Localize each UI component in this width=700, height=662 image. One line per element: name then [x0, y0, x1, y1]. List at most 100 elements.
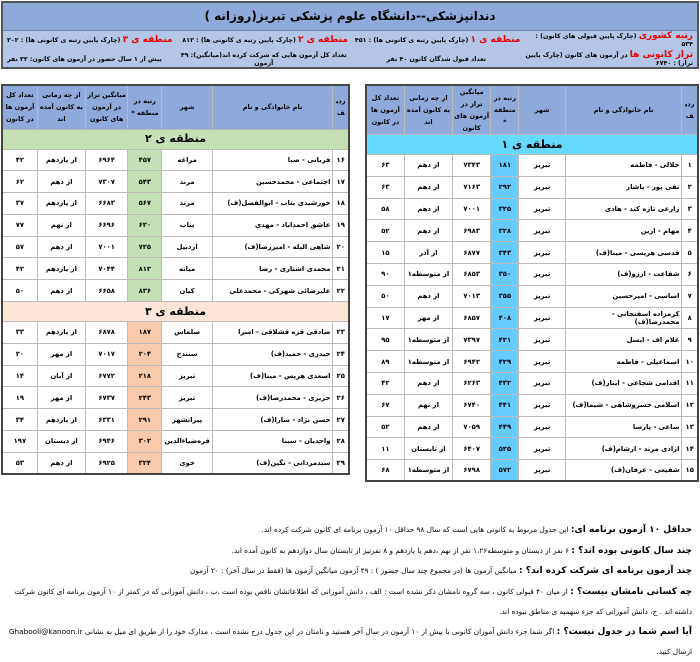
avg-score: ۷۱۶۳ — [452, 175, 492, 199]
info-accepted: تعداد قبول شدگان کانون ۴۰ نفر — [386, 55, 486, 63]
exam-count: ۵۲ — [365, 415, 405, 439]
region-rank: ۴۰۸ — [490, 306, 520, 330]
region-rank: ۳۲۴ — [127, 451, 163, 475]
region3-title: منطقه ی ۳ — [1, 301, 350, 323]
avg-score: ۶۷۷۲ — [85, 364, 129, 388]
info-national-rank: رتبه کشوری (چارک پایین قبولی های کانون) … — [535, 31, 693, 49]
avg-score: ۷۰۱۳ — [452, 284, 492, 308]
exam-count: ۵۷ — [1, 235, 38, 259]
student-name: شفاعت - ارزو(ف) — [564, 262, 683, 286]
student-name: ازادی مرند - ارشام(ف) — [564, 437, 683, 461]
student-name: کرمزاده اسفنجانی - محمدرضا(ف) — [564, 306, 683, 330]
region1-table: ردیف نام خانوادگی و نام شهر رتبه در منطقه *… — [365, 84, 699, 483]
table-row: ۱۴ ازادی مرند - ارشام(ف) تبریز ۵۲۵ ۶۴۰۷ از تا… — [365, 437, 699, 461]
region-rank: ۵۲۵ — [490, 437, 520, 461]
info-region1: منطقه ی ۱ (چارک پایین رتبه ی کانونی ها) … — [354, 35, 521, 45]
city: سلماس — [161, 321, 213, 344]
city: بناب — [161, 213, 213, 237]
footer-answer: میانگین آزمون ها (در مجموع چند سال حضور … — [190, 566, 519, 575]
row-number: ۱۴ — [681, 437, 699, 461]
city: میانه — [161, 257, 213, 281]
footer-note: چه کسانی نامشان نیست؟ : از میان ۴۰ قبولی… — [2, 582, 692, 622]
avg-score: ۶۸۵۷ — [452, 306, 492, 330]
region-rank: ۵۴۳ — [127, 170, 163, 194]
table-row: ۱۵ شفیعی - عرفان(ف) تبریز ۵۷۲ ۶۷۹۸ از متوسطه۱… — [365, 459, 699, 482]
table-row: ۱۹ عاشق احمداباد - مهدی بناب ۶۲۰ ۶۶۹۶ از نهم ۷… — [1, 213, 350, 237]
avg-score: ۶۶۵۸ — [85, 279, 129, 303]
row-number: ۱۹ — [332, 213, 350, 237]
city: تبریز — [518, 197, 566, 221]
exam-count: ۵۲ — [365, 219, 405, 243]
row-number: ۱۷ — [332, 170, 350, 194]
region-rank: ۱۸۷ — [127, 321, 163, 344]
student-name: خورشیدی بناب - ابوالفضل(ف) — [211, 192, 334, 215]
avg-score: ۷۰۰۱ — [85, 235, 129, 259]
region-rank: ۲۹۲ — [490, 175, 520, 199]
table-row: ۲۹ سیدمردانی - نگین(ف) خوی ۳۲۴ ۶۹۲۵ از دهم ۵۳ — [1, 451, 350, 475]
exam-count: ۱۹ — [1, 386, 38, 410]
city: مرند — [161, 192, 213, 215]
city: سنندج — [161, 342, 213, 366]
table-row: ۱۲ اسلامی خسروشاهی - شیما(ف) تبریز ۴۴۱ ۶۷۴۰ ا… — [365, 393, 699, 417]
row-number: ۲۲ — [332, 279, 350, 303]
region3-header: منطقه ی ۳ — [1, 301, 350, 323]
row-number: ۸ — [681, 306, 699, 330]
table-row: ۱ جلالی - فاطمه تبریز ۱۸۱ ۷۳۴۳ از دهم ۶۳ — [365, 154, 699, 177]
avg-score: ۷۳۹۷ — [452, 328, 492, 352]
region-rank: ۳۵۵ — [490, 284, 520, 308]
region-rank: ۳۲۵ — [490, 197, 520, 221]
row-number: ۴ — [681, 219, 699, 243]
avg-score: ۶۷۴۰ — [452, 393, 492, 417]
info-score: تراز کانونی ها در آزمون های کانون (چارک … — [525, 50, 693, 68]
joined-since: از متوسطه۱ — [403, 459, 454, 482]
exam-count: ۷۷ — [1, 213, 38, 237]
student-name: اساسی - امیرحسین — [564, 284, 683, 308]
joined-since: از دهم — [403, 284, 454, 308]
footer-note: چند آزمون برنامه ای شرکت کرده اند؟ : میا… — [2, 561, 692, 582]
footer-question: چه کسانی نامشان نیست؟ : — [570, 586, 692, 597]
exam-count: ۹۵ — [365, 328, 405, 352]
student-name: غلام اف - ایسل — [564, 328, 683, 352]
region-rank: ۴۴۱ — [490, 393, 520, 417]
student-name: قربانی - صبا — [211, 148, 334, 172]
header-row: ردیف نام خانوادگی و نام شهر رتبه در منطقه *… — [1, 84, 350, 130]
footer-answer: این جدول مربوط به کانونی هایی است که سال… — [261, 525, 571, 534]
page-header: دندانپزشکی--دانشگاه علوم پزشکی تبریز(روز… — [1, 1, 699, 69]
city: تبریز — [518, 175, 566, 199]
column-header-row-number: ردیف — [681, 84, 699, 135]
city: خوی — [161, 451, 213, 475]
avg-score: ۷۰۱۷ — [85, 342, 129, 366]
table-row: ۲۳ صادقی قره قشلاقی - اسرا سلماس ۱۸۷ ۶۸۷۸ از … — [1, 321, 350, 344]
exam-count: ۱۷ — [365, 306, 405, 330]
city: تبریز — [518, 328, 566, 352]
joined-since: از دهم — [403, 219, 454, 243]
region-rank: ۸۳۶ — [127, 279, 163, 303]
footer-answer: ۶ نفر از دبستان و متوسطه۱،۲۶ نفر از نهم … — [231, 545, 572, 555]
student-name: محمدی اشناری - رضا — [211, 257, 334, 281]
city: اردبیل — [161, 235, 213, 259]
exam-count: ۹۰ — [365, 262, 405, 286]
student-name: اقدامی شجاعی - ایناز(ف) — [564, 371, 683, 395]
exam-count: ۴۲ — [1, 148, 38, 172]
joined-since: از دهم — [403, 154, 454, 177]
city: تبریز — [518, 154, 566, 177]
table-row: ۳ زارعی تازه کند - هادی تبریز ۳۲۵ ۷۰۰۱ از دهم… — [365, 197, 699, 221]
exam-count: ۵۰ — [365, 284, 405, 308]
joined-since: از دهم — [36, 235, 87, 259]
student-name: تقی پور - یاشار — [564, 175, 683, 199]
table-row: ۱۸ خورشیدی بناب - ابوالفضل(ف) مرند ۵۶۷ ۶۶۸۳ ا… — [1, 192, 350, 215]
footer-note: حداقل ۱۰ آزمون برنامه ای: این جدول مربوط… — [2, 520, 692, 541]
footer-question: آیا اسم شما در جدول نیست؟ : — [556, 626, 692, 637]
footer-answer: از میان ۴۰ قبولی کانون ، سه گروه نامشان … — [14, 586, 692, 617]
student-name: واحدیان - سینا — [211, 430, 334, 453]
region2-3-table: ردیف نام خانوادگی و نام شهر رتبه در منطقه *… — [1, 84, 350, 476]
table-row: ۴ مهام - ارین تبریز ۳۲۸ ۶۹۸۳ از دهم ۵۲ — [365, 219, 699, 243]
avg-score: ۶۳۳۱ — [85, 408, 129, 432]
page-title: دندانپزشکی--دانشگاه علوم پزشکی تبریز(روز… — [3, 3, 697, 31]
column-header-region-rank: رتبه در منطقه * — [490, 84, 520, 135]
joined-since: از مهر — [36, 386, 87, 410]
exam-count: ۴۲ — [365, 371, 405, 395]
joined-since: از دهم — [403, 371, 454, 395]
exam-count: ۴۲ — [1, 257, 38, 281]
exam-count: ۶۳ — [365, 154, 405, 177]
